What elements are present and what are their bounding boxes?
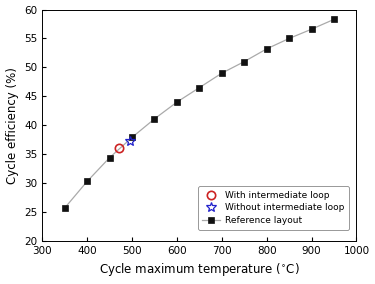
Reference layout xyxy=(152,117,157,121)
Reference layout xyxy=(242,60,246,63)
Reference layout xyxy=(197,86,201,89)
Reference layout xyxy=(85,180,89,183)
Reference layout xyxy=(107,156,112,159)
Reference layout xyxy=(264,47,269,51)
Line: Reference layout: Reference layout xyxy=(62,16,337,211)
Reference layout xyxy=(287,37,291,40)
Reference layout xyxy=(219,72,224,75)
Reference layout xyxy=(332,18,336,21)
Reference layout xyxy=(62,206,67,210)
X-axis label: Cycle maximum temperature ($^{\circ}$C): Cycle maximum temperature ($^{\circ}$C) xyxy=(99,262,300,278)
Reference layout xyxy=(309,28,314,31)
Reference layout xyxy=(130,136,134,139)
Reference layout xyxy=(175,101,179,104)
Y-axis label: Cycle efficiency (%): Cycle efficiency (%) xyxy=(6,67,18,184)
Legend: With intermediate loop, Without intermediate loop, Reference layout: With intermediate loop, Without intermed… xyxy=(198,186,349,229)
